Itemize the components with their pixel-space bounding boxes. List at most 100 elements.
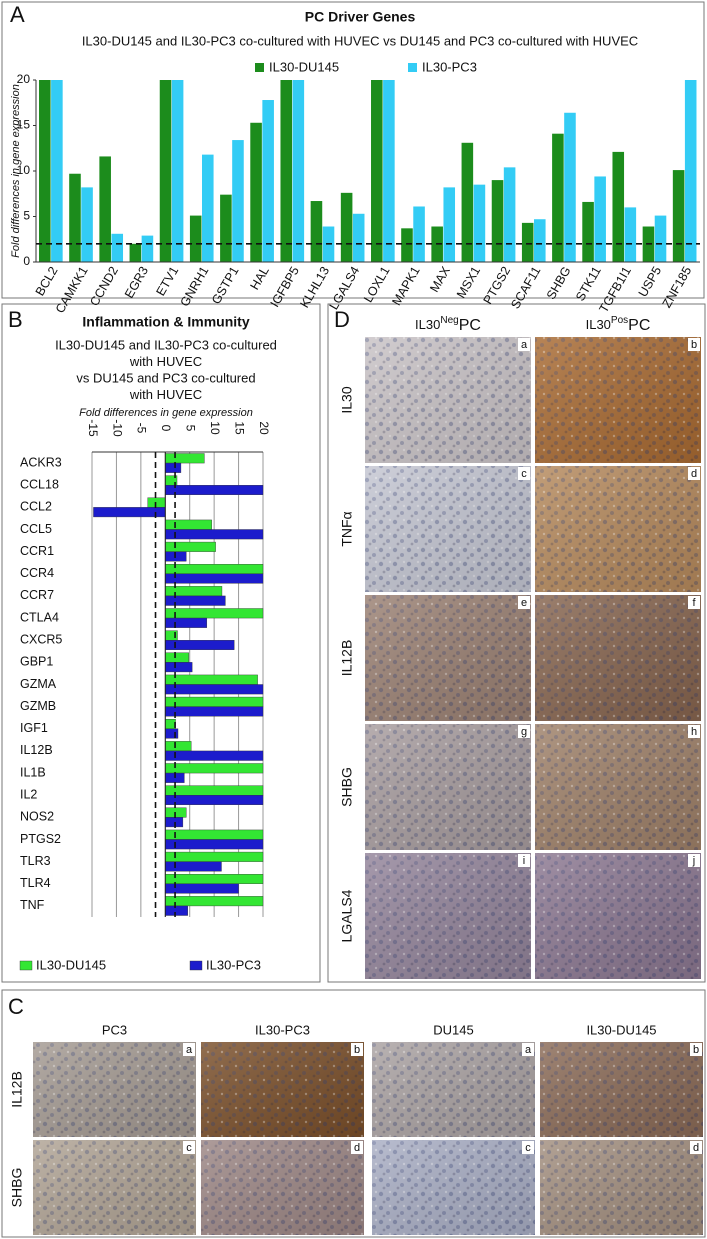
y-tick-label: CCR1 [20,544,54,558]
image-label: c [525,1142,531,1154]
micrograph-shade [365,853,531,979]
column-header: DU145 [433,1022,473,1037]
y-tick-label: PTGS2 [20,832,61,846]
bar [165,706,264,717]
row-label: LGALS4 [339,889,355,942]
x-tick-label: -10 [110,419,124,437]
y-tick-label: ACKR3 [20,455,62,469]
bar [165,851,264,862]
bar [491,180,504,262]
y-tick-label: CCL2 [20,500,52,514]
image-label: b [691,339,697,351]
image-label: d [693,1142,699,1154]
bar [165,573,264,584]
bar [202,154,214,262]
bar [443,187,456,262]
bar [310,201,323,262]
bar [165,529,264,540]
micrograph-shade [365,466,531,592]
row-label: TNFα [339,511,355,546]
legend-swatch [408,63,417,72]
panel-letter: C [8,994,24,1019]
corner-box [183,1043,195,1056]
y-tick-label: 0 [23,254,30,268]
bar [292,80,305,262]
column-header: PC3 [102,1022,127,1037]
bar [81,187,93,262]
panel-letter: B [8,307,23,332]
bar [262,100,274,263]
micrograph-shade [535,853,701,979]
bar [165,839,264,850]
row-label: IL12B [339,640,355,677]
bar [165,674,258,685]
bar [165,453,205,464]
bar [165,896,264,907]
bar [165,719,176,729]
bar [39,80,51,262]
chart-subtitle: with HUVEC [129,354,202,369]
column-header: IL30-DU145 [586,1022,656,1037]
bar [111,233,124,262]
y-tick-label: 20 [17,72,31,86]
bar [352,213,365,262]
chart-subtitle: IL30-DU145 and IL30-PC3 co-cultured with… [82,33,638,48]
bar [165,696,264,707]
legend-label: IL30-DU145 [36,957,106,972]
x-axis-label: Fold differences in gene expression [79,407,253,419]
bar [165,684,264,695]
corner-box [518,338,530,351]
corner-box [688,725,700,738]
image-label: c [186,1142,192,1154]
bar [552,133,564,262]
panel-letter: D [334,307,350,332]
micrograph-shade [535,466,701,592]
bar [503,167,516,262]
micrograph-shade [535,337,701,463]
y-tick-label: CCR4 [20,566,54,580]
bar [280,80,293,262]
corner-box [688,854,700,867]
panel-letter: A [10,2,25,27]
bar [582,201,594,262]
bar [165,795,264,805]
bar [684,80,697,262]
micrograph-shade [535,595,701,721]
y-tick-label: 5 [23,209,30,223]
bar [165,564,264,574]
bar [521,222,534,262]
corner-box [518,596,530,609]
corner-box [351,1141,363,1154]
header-part: IL30 [586,317,611,332]
micrograph-shade [201,1042,364,1137]
bar [371,80,383,262]
bar [159,80,172,262]
micrograph-shade [540,1042,703,1137]
y-tick-label: IL2 [20,788,37,802]
bar [165,785,264,796]
bar [401,228,413,262]
x-tick-label: -15 [86,419,100,437]
micrograph-shade [535,724,701,850]
bar [413,206,425,262]
y-tick-label: 10 [17,163,31,177]
image-label: d [354,1142,360,1154]
chart-subtitle: IL30-DU145 and IL30-PC3 co-cultured [55,337,277,352]
bar [165,541,216,552]
bar [165,519,212,530]
corner-box [690,1043,702,1056]
image-label: a [521,339,528,351]
x-tick-label: 10 [208,421,222,435]
micrograph-shade [372,1140,535,1235]
chart-title: PC Driver Genes [305,9,416,25]
bar [473,184,486,262]
column-header: IL30-PC3 [255,1022,310,1037]
x-tick-label: -5 [135,423,149,434]
x-tick-label: 20 [257,421,271,435]
bar [165,861,222,872]
corner-box [690,1141,702,1154]
micrograph-shade [365,595,531,721]
bar [165,617,208,628]
row-label: SHBG [9,1168,25,1208]
